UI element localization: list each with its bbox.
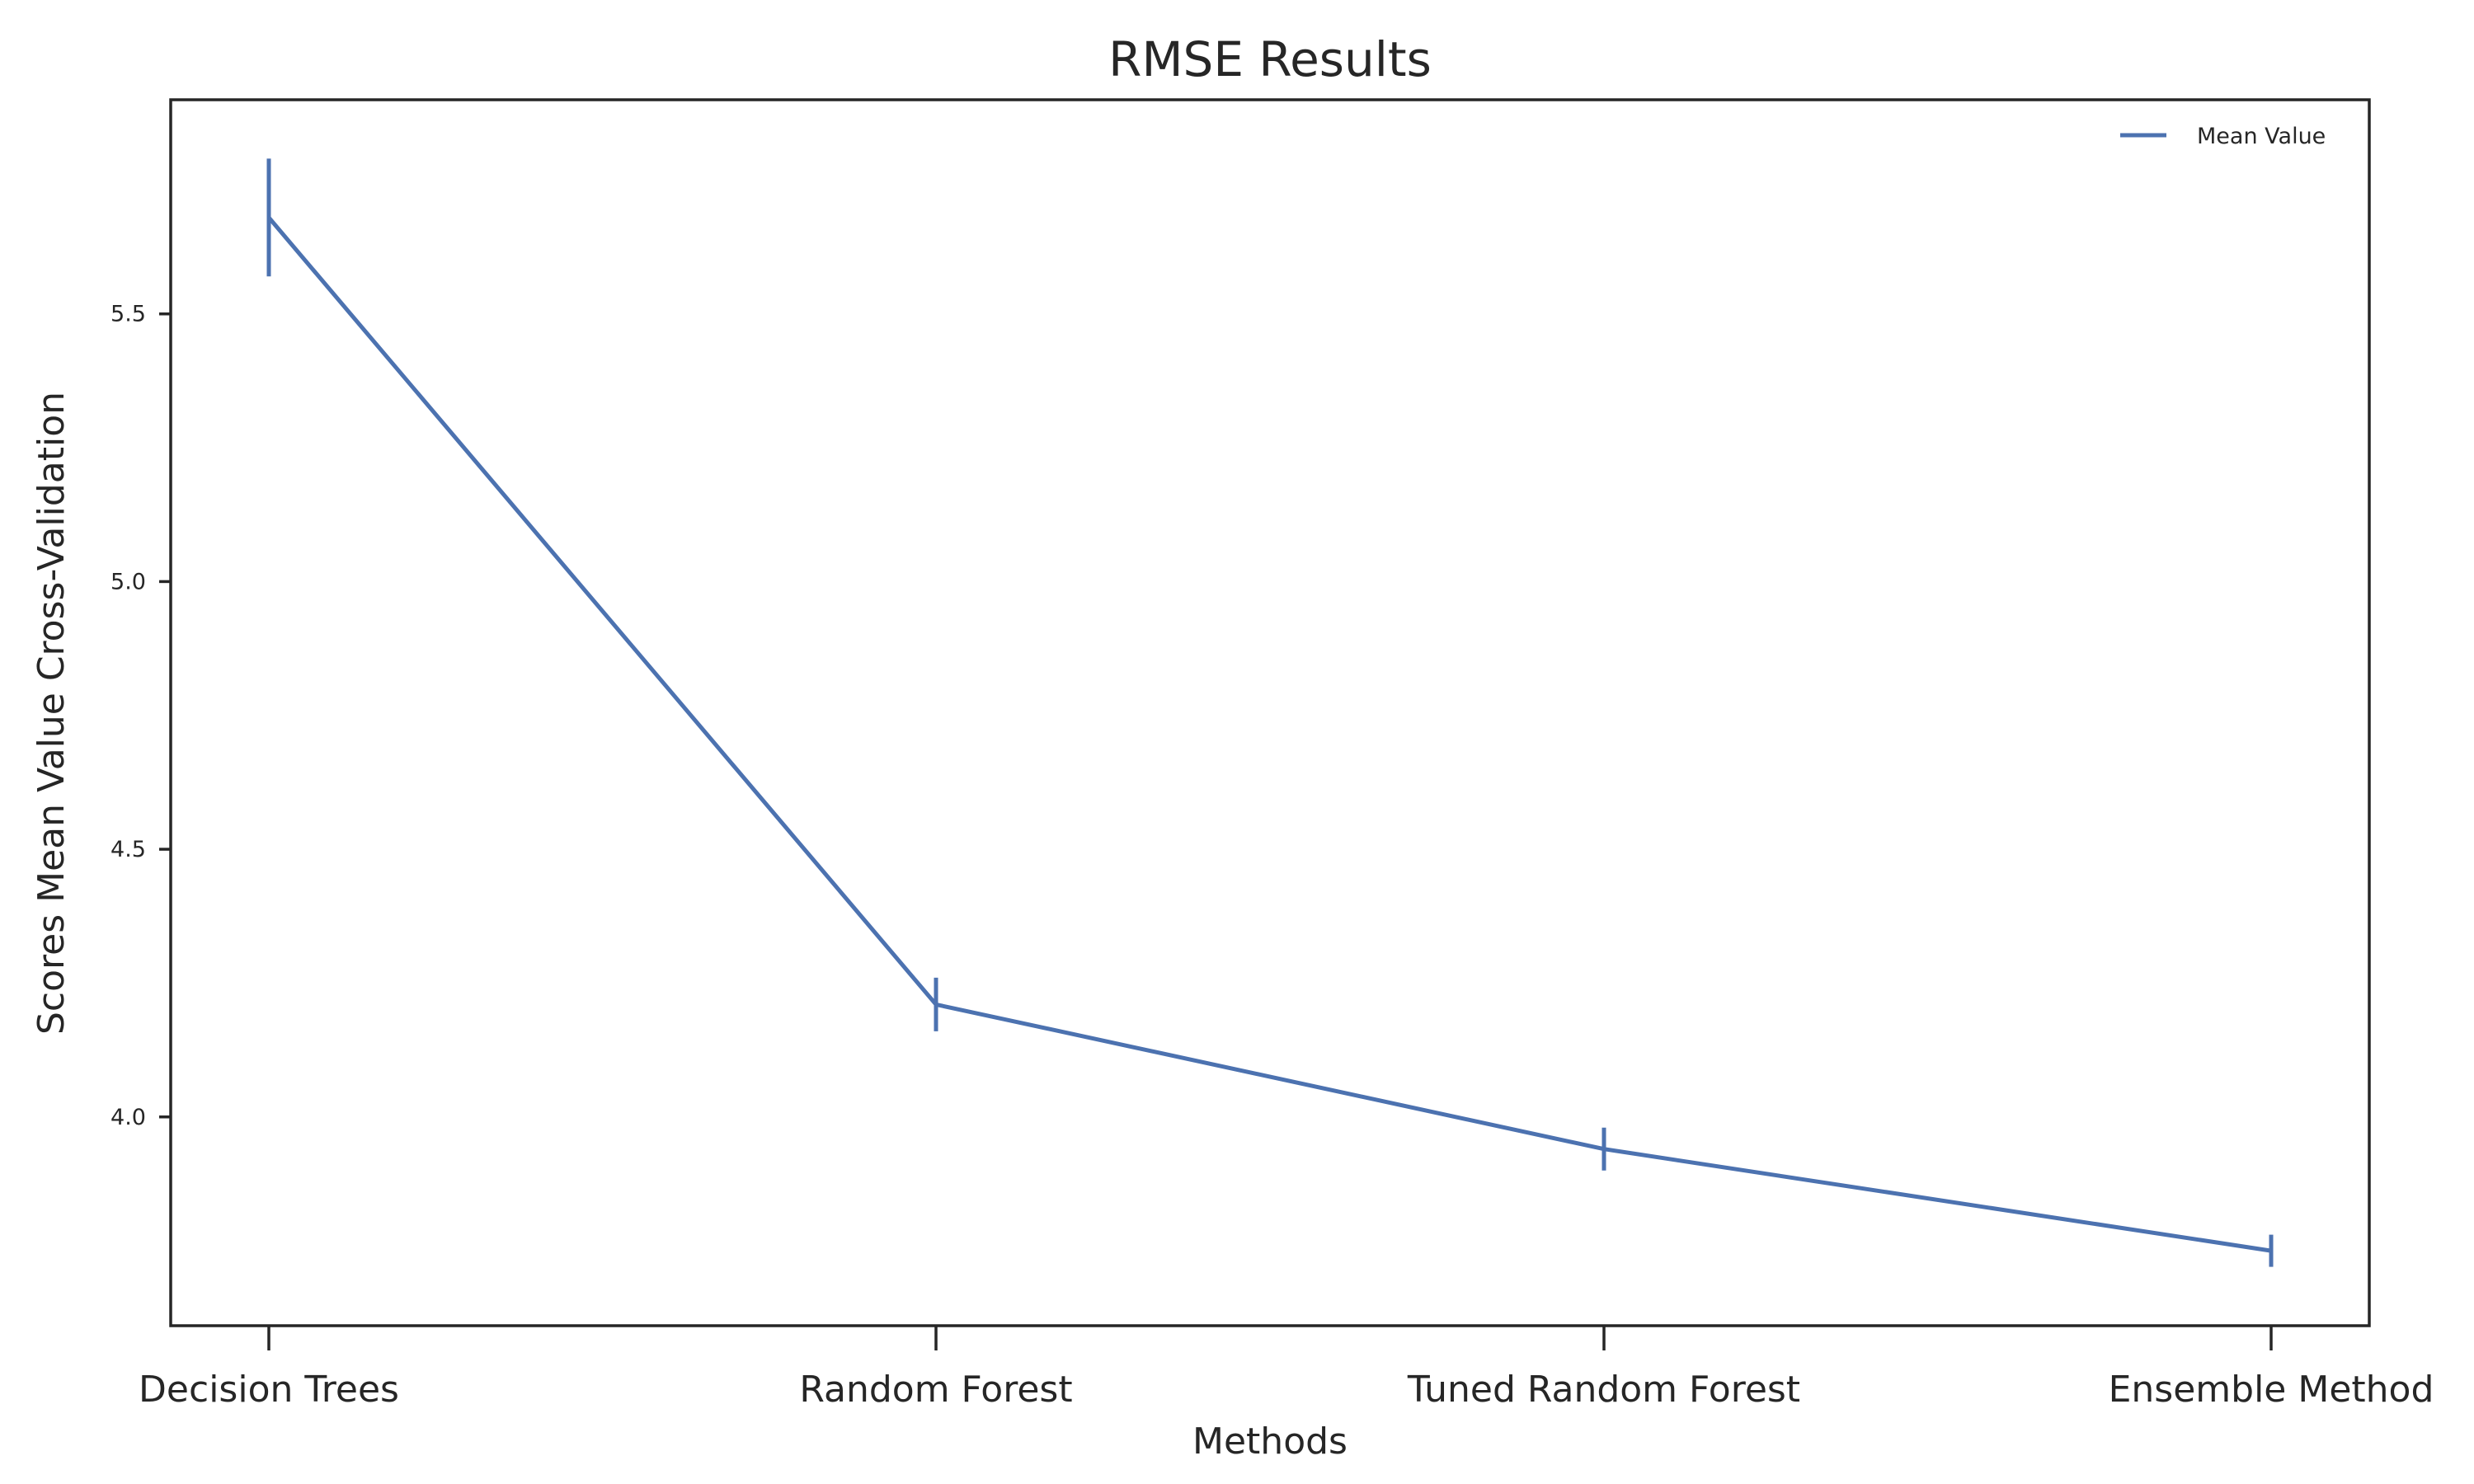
x-tick-label: Tuned Random Forest [1407, 1369, 1800, 1411]
y-tick-label: 5.0 [111, 569, 146, 594]
x-axis-ticks: Decision Trees Random Forest Tuned Random … [139, 1326, 2434, 1411]
y-tick-label: 4.0 [111, 1105, 146, 1130]
y-tick-label: 5.5 [111, 302, 146, 327]
y-axis-ticks: 4.0 4.5 5.0 5.5 [111, 302, 171, 1130]
plot-area-frame [169, 98, 2371, 1327]
series-line-mean-value [267, 216, 2272, 1253]
series-layer [266, 158, 2274, 1267]
legend-label: Mean Value [2197, 124, 2326, 149]
legend: Mean Value [2120, 124, 2326, 149]
x-tick-label: Random Forest [799, 1369, 1072, 1411]
y-tick-label: 4.5 [111, 837, 146, 862]
x-tick-label: Ensemble Method [2109, 1369, 2434, 1411]
x-tick-label: Decision Trees [139, 1369, 399, 1411]
chart-title: RMSE Results [1108, 31, 1432, 87]
y-axis-label: Scores Mean Value Cross-Validation [31, 392, 73, 1035]
x-axis-label: Methods [1192, 1421, 1348, 1463]
